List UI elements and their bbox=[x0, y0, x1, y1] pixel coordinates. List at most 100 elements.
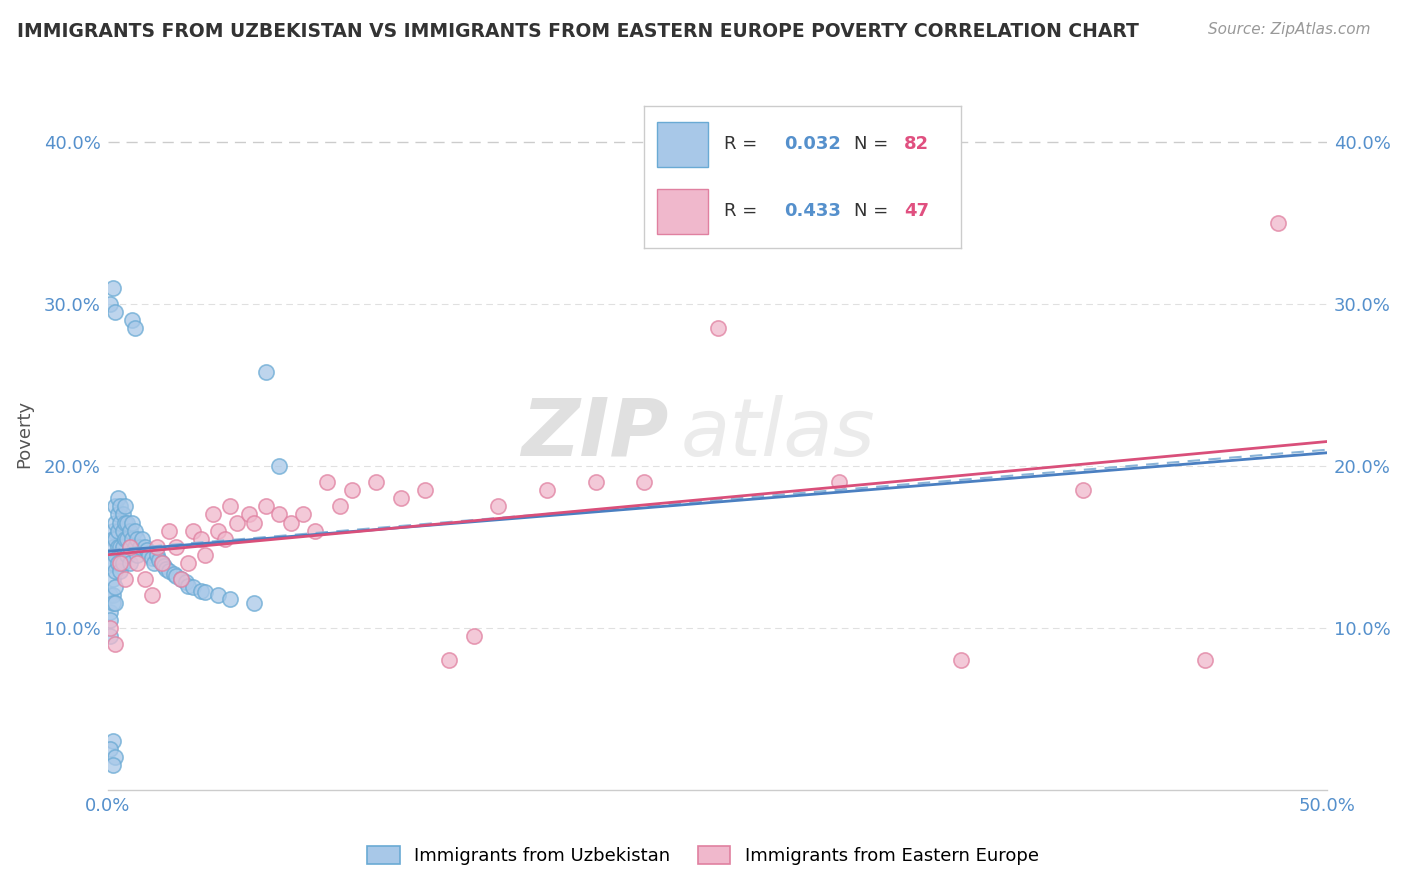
Point bbox=[214, 532, 236, 546]
Point bbox=[108, 516, 131, 530]
Point bbox=[114, 500, 136, 514]
Point bbox=[226, 516, 249, 530]
Point bbox=[101, 588, 124, 602]
Point bbox=[254, 500, 277, 514]
Point bbox=[114, 516, 136, 530]
Point bbox=[170, 572, 193, 586]
Point bbox=[145, 540, 167, 554]
Point bbox=[201, 508, 224, 522]
Point bbox=[218, 591, 240, 606]
Point bbox=[329, 500, 352, 514]
Legend: Immigrants from Uzbekistan, Immigrants from Eastern Europe: Immigrants from Uzbekistan, Immigrants f… bbox=[360, 838, 1046, 872]
Point bbox=[141, 551, 163, 566]
Point bbox=[633, 475, 655, 489]
Point bbox=[111, 524, 134, 538]
Point bbox=[101, 524, 124, 538]
Point bbox=[218, 500, 240, 514]
Point bbox=[585, 475, 607, 489]
Point bbox=[118, 540, 141, 554]
Point bbox=[148, 553, 170, 567]
Point bbox=[165, 569, 187, 583]
Point bbox=[131, 532, 153, 546]
Point bbox=[101, 281, 124, 295]
Point bbox=[366, 475, 388, 489]
Point bbox=[243, 597, 266, 611]
Point bbox=[1194, 653, 1216, 667]
Point bbox=[98, 742, 121, 756]
Point bbox=[194, 585, 217, 599]
Point bbox=[98, 621, 121, 635]
Point bbox=[104, 750, 127, 764]
Text: ZIP: ZIP bbox=[522, 394, 669, 473]
Point bbox=[111, 540, 134, 554]
Point bbox=[304, 524, 326, 538]
Y-axis label: Poverty: Poverty bbox=[15, 400, 32, 467]
Point bbox=[101, 532, 124, 546]
Point bbox=[117, 516, 139, 530]
Point bbox=[486, 500, 509, 514]
Point bbox=[101, 758, 124, 772]
Point bbox=[101, 556, 124, 570]
Point bbox=[157, 564, 180, 578]
Text: IMMIGRANTS FROM UZBEKISTAN VS IMMIGRANTS FROM EASTERN EUROPE POVERTY CORRELATION: IMMIGRANTS FROM UZBEKISTAN VS IMMIGRANTS… bbox=[17, 22, 1139, 41]
Point bbox=[101, 734, 124, 748]
Point bbox=[114, 532, 136, 546]
Point bbox=[1267, 216, 1289, 230]
Text: atlas: atlas bbox=[681, 394, 876, 473]
Point bbox=[150, 556, 173, 570]
Point bbox=[950, 653, 973, 667]
Point bbox=[107, 508, 129, 522]
Point bbox=[104, 532, 127, 546]
Point bbox=[104, 548, 127, 562]
Point bbox=[124, 321, 146, 335]
Point bbox=[207, 588, 229, 602]
Point bbox=[111, 508, 134, 522]
Point bbox=[136, 543, 159, 558]
Point bbox=[267, 458, 290, 473]
Point bbox=[117, 548, 139, 562]
Point bbox=[413, 483, 436, 498]
Text: Source: ZipAtlas.com: Source: ZipAtlas.com bbox=[1208, 22, 1371, 37]
Point bbox=[104, 564, 127, 578]
Point bbox=[118, 556, 141, 570]
Point bbox=[118, 524, 141, 538]
Point bbox=[463, 629, 485, 643]
Point bbox=[121, 532, 143, 546]
Point bbox=[170, 572, 193, 586]
Point bbox=[121, 313, 143, 327]
Point bbox=[141, 588, 163, 602]
Point bbox=[101, 540, 124, 554]
Point bbox=[165, 540, 187, 554]
Point bbox=[138, 548, 160, 562]
Point bbox=[101, 597, 124, 611]
Point bbox=[134, 572, 156, 586]
Point bbox=[124, 540, 146, 554]
Point bbox=[143, 556, 166, 570]
Point bbox=[104, 637, 127, 651]
Point bbox=[280, 516, 302, 530]
Point bbox=[108, 500, 131, 514]
Point bbox=[108, 540, 131, 554]
Point bbox=[194, 548, 217, 562]
Point bbox=[128, 540, 150, 554]
Point bbox=[98, 605, 121, 619]
Point bbox=[114, 572, 136, 586]
Point bbox=[190, 583, 212, 598]
Point bbox=[104, 516, 127, 530]
Point bbox=[98, 613, 121, 627]
Point bbox=[163, 567, 186, 582]
Point bbox=[104, 500, 127, 514]
Point bbox=[706, 321, 728, 335]
Point bbox=[155, 562, 177, 576]
Point bbox=[111, 556, 134, 570]
Point bbox=[181, 524, 204, 538]
Point bbox=[118, 540, 141, 554]
Point bbox=[439, 653, 461, 667]
Point bbox=[98, 588, 121, 602]
Point bbox=[150, 556, 173, 570]
Point bbox=[98, 556, 121, 570]
Point bbox=[127, 532, 149, 546]
Point bbox=[174, 575, 197, 590]
Point bbox=[127, 548, 149, 562]
Point bbox=[108, 564, 131, 578]
